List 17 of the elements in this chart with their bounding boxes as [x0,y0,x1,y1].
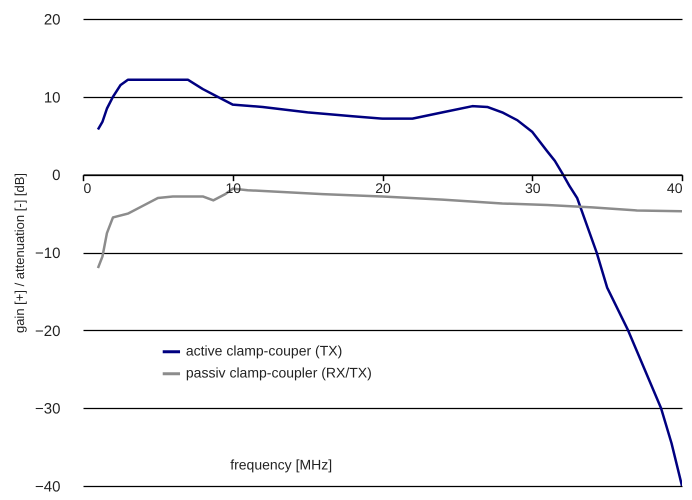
y-tick-label: −40 [35,478,60,496]
y-tick-label: −10 [35,245,60,262]
line-series [96,78,682,486]
x-tick-label: 10 [225,180,242,196]
y-axis-title: gain [+] / attenuation [-] [dB] [12,172,28,334]
y-tick-label: −30 [35,400,60,418]
x-tick-label: 0 [84,180,92,196]
y-tick-label: 10 [44,89,60,106]
x-axis-title: frequency [MHz] [230,456,332,472]
legend-label: passiv clamp-coupler (RX/TX) [186,364,372,381]
y-tick-label: −20 [35,322,60,340]
y-tick-label: 0 [52,167,60,184]
legend-label: active clamp-couper (TX) [186,342,342,359]
x-tick-label: 40 [666,180,683,196]
y-tick-label: 20 [44,12,60,28]
x-tick-label: 20 [375,180,391,196]
x-tick-label: 30 [524,180,541,196]
